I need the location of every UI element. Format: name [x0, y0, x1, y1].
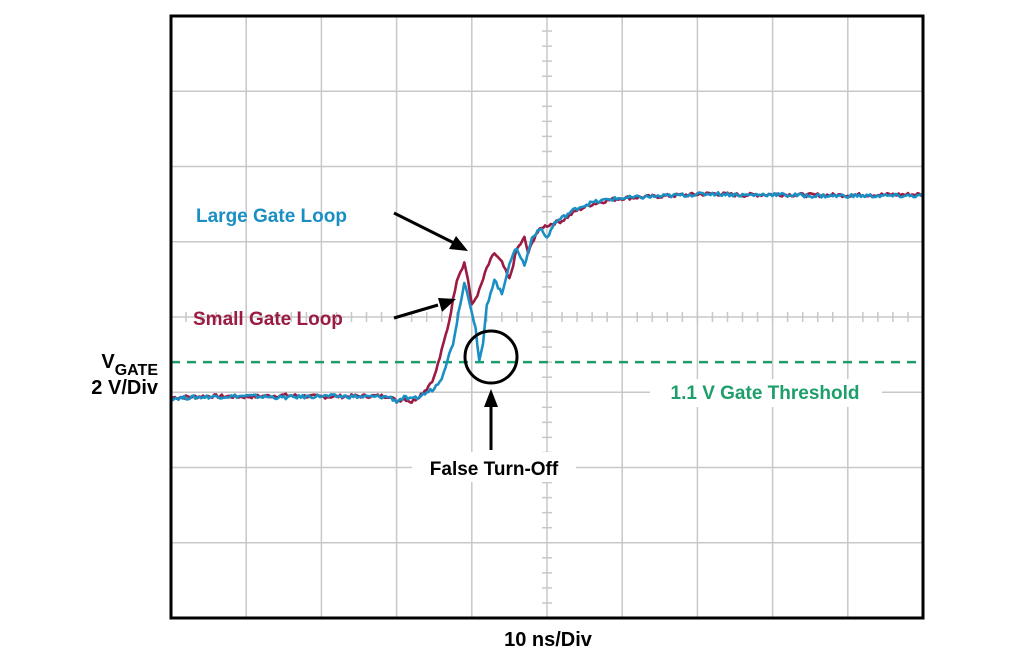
trace-large-gate-loop: [170, 191, 924, 404]
y-axis-scale-label: 2 V/Div: [91, 377, 159, 399]
false-turn-off-circle: [463, 329, 519, 385]
large-gate-loop-arrow: [393, 211, 455, 245]
threshold-label: 1.1 V Gate Threshold: [671, 383, 860, 404]
false-turn-off-label: False Turn-Off: [430, 459, 559, 480]
small-gate-loop-arrow: [393, 303, 439, 320]
threshold-label-bg: [650, 379, 882, 407]
small-gate-loop-arrowhead: [438, 298, 456, 312]
small-gate-loop-label: Small Gate Loop: [193, 309, 343, 330]
plot-frame: [169, 14, 925, 620]
y-axis-label-subscript: GATE: [115, 362, 159, 379]
false-turn-off-label-bg: [412, 452, 576, 482]
y-axis-label: VGATE: [101, 351, 158, 379]
traces: [170, 191, 924, 405]
large-gate-loop-label: Large Gate Loop: [196, 206, 347, 227]
large-gate-loop-arrowhead: [449, 236, 468, 251]
false-turn-off-arrowhead: [484, 389, 498, 407]
x-axis-label: 10 ns/Div: [504, 629, 593, 651]
y-axis-label-main: V: [101, 351, 115, 373]
